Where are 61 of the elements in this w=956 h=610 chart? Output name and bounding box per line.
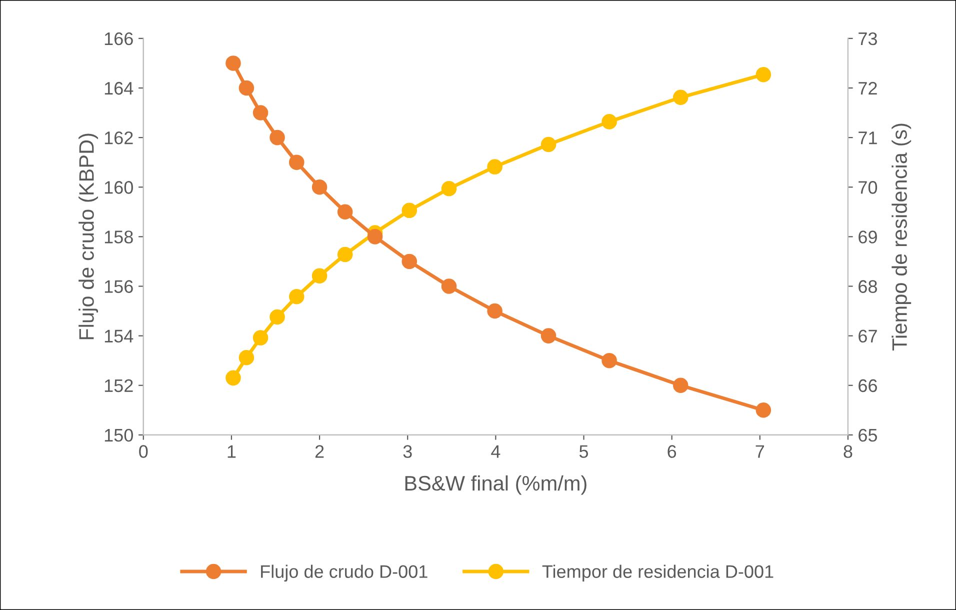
y2-tick-label: 66 [858,379,877,392]
point [226,370,241,386]
y2-tick-label: 65 [858,428,878,442]
point [252,330,268,346]
point [540,328,556,344]
x-tick-label: 6 [668,445,676,458]
point [289,289,304,304]
y-tick-label: 160 [104,181,133,194]
point [402,254,418,270]
y-tick-label: 152 [104,379,133,392]
y-tick-label: 158 [104,230,133,244]
point [289,154,304,170]
x-tick-label: 3 [403,445,412,458]
point [602,114,617,130]
point [312,179,328,195]
x-axis-title: BS&W final (%m/m) [405,475,586,495]
point [672,90,688,106]
point [540,136,556,152]
point [441,180,457,196]
y-axis-title: Flujo de crudo (KBPD) [78,134,98,340]
y2-tick-label: 73 [858,32,877,46]
point [238,350,254,366]
y2-tick-label: 72 [858,82,877,95]
y2-axis-title: Tiempo de residencia (s) [892,124,912,350]
y-tick-label: 164 [104,82,134,95]
legend-label: Flujo de crudo D-001 [261,564,428,582]
y2-tick-label: 71 [858,132,877,144]
point [756,66,772,82]
point [756,402,772,418]
point [337,246,353,262]
point [270,309,285,325]
point [367,229,383,244]
point [337,204,353,220]
point [226,56,241,71]
x-tick-label: 5 [579,445,588,458]
x-tick-label: 1 [228,445,236,458]
y-tick-label: 166 [104,32,133,46]
y-tick-label: 154 [104,330,134,343]
point [238,80,254,96]
point [252,105,268,120]
point [402,202,418,218]
y2-tick-label: 70 [858,181,878,194]
x-tick-label: 4 [491,445,500,458]
x-tick-label: 8 [844,445,852,458]
point [270,130,285,146]
x-tick-label: 0 [139,445,148,458]
point [672,378,688,394]
point [441,278,457,294]
x-tick-label: 7 [756,445,764,458]
y-tick-label: 150 [104,428,133,442]
legend-label: Tiempor de residencia D-001 [542,564,774,582]
point [487,159,502,174]
x-tick-label: 2 [315,445,324,458]
point [312,268,328,284]
y2-tick-label: 69 [858,230,877,244]
y2-tick-label: 68 [858,280,877,293]
y-tick-label: 162 [104,131,133,144]
y-tick-label: 156 [104,280,133,293]
point [487,303,502,319]
y2-tick-label: 67 [858,330,877,343]
point [602,352,617,368]
